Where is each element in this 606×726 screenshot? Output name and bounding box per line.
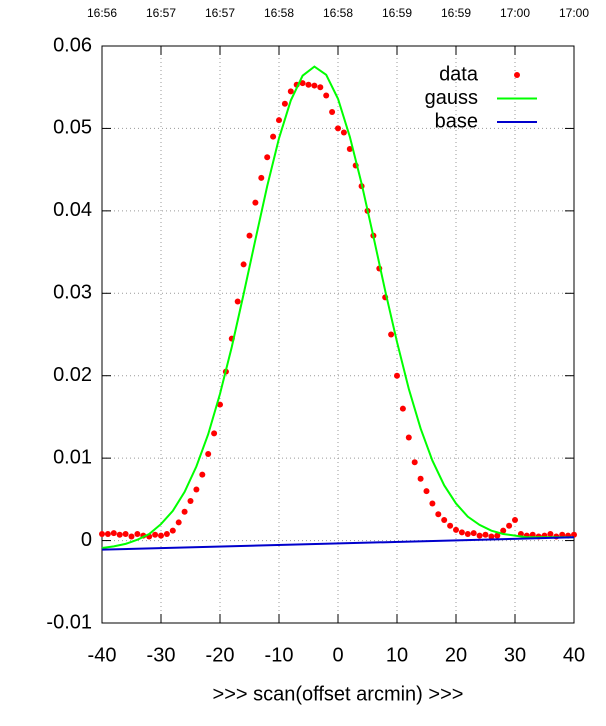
data-point (163, 530, 170, 537)
x2-tick-label: 17:00 (559, 6, 589, 20)
data-point (199, 471, 206, 478)
data-point (323, 92, 330, 99)
x-tick-label: 30 (504, 644, 526, 666)
data-point (99, 530, 105, 537)
y-tick-label: 0.04 (53, 199, 92, 221)
data-point (394, 372, 400, 379)
data-point (264, 154, 271, 161)
data-point (388, 331, 395, 338)
series-line (101, 65, 574, 549)
x-tick-label: 20 (445, 644, 467, 666)
data-point (500, 527, 507, 534)
data-point (299, 80, 306, 87)
x2-tick-label: 16:57 (205, 6, 235, 20)
data-point (258, 174, 265, 181)
data-point (211, 430, 218, 437)
data-point (205, 451, 212, 458)
data-point (470, 530, 477, 537)
data-point (152, 531, 159, 538)
data-point (104, 530, 111, 537)
x-tick-label: -20 (206, 644, 235, 666)
series-line (101, 536, 575, 551)
data-point (158, 532, 164, 539)
data-point (476, 532, 483, 539)
data-point (252, 199, 259, 206)
data-point (110, 530, 117, 537)
data-point (276, 117, 282, 124)
y-tick-label: 0.03 (53, 282, 92, 304)
data-point (281, 100, 288, 107)
x-tick-label: -40 (88, 644, 117, 666)
data-point (128, 533, 135, 540)
x2-tick-label: 17:00 (500, 6, 530, 20)
data-point (217, 401, 223, 408)
y-tick-label: 0.05 (53, 117, 92, 139)
y-tick-label: -0.01 (46, 611, 92, 633)
data-point (547, 530, 554, 537)
data-point (246, 232, 253, 239)
data-point (512, 516, 518, 523)
y-tick-label: 0.01 (53, 446, 92, 468)
data-point (181, 508, 188, 515)
data-point (482, 531, 489, 538)
data-point (187, 498, 194, 505)
data-point (317, 84, 324, 91)
data-point (240, 261, 247, 268)
data-point (441, 516, 448, 523)
data-point (458, 529, 465, 536)
x-tick-label: 0 (332, 644, 343, 666)
y-tick-label: 0.02 (53, 364, 92, 386)
data-point (175, 519, 182, 526)
data-point (488, 533, 495, 540)
x2-tick-label: 16:59 (441, 6, 471, 20)
data-point (417, 475, 424, 482)
data-point (305, 81, 312, 88)
x2-tick-label: 16:59 (382, 6, 412, 20)
data-point (429, 500, 436, 507)
data-point (116, 531, 123, 538)
data-point (453, 526, 459, 533)
x2-tick-label: 16:57 (146, 6, 176, 20)
data-point (169, 527, 176, 534)
data-point (234, 298, 241, 305)
data-point (494, 532, 501, 539)
x2-tick-label: 16:56 (87, 6, 117, 20)
data-point (447, 522, 454, 529)
x2-tick-label: 16:58 (264, 6, 294, 20)
data-point (270, 133, 277, 140)
x2-tick-label: 16:58 (323, 6, 353, 20)
legend-label: data (439, 63, 479, 85)
x-tick-label: -30 (147, 644, 176, 666)
legend-label: base (435, 110, 478, 132)
x-axis-label: >>> scan(offset arcmin) >>> (213, 683, 464, 705)
data-point (287, 88, 294, 95)
data-point (122, 530, 129, 537)
data-point (311, 82, 318, 89)
y-tick-label: 0 (81, 529, 92, 551)
data-point (405, 434, 412, 441)
x-tick-label: 10 (386, 644, 408, 666)
data-point (399, 405, 406, 412)
data-point (340, 129, 347, 136)
plot-frame (101, 45, 575, 624)
data-point (329, 108, 336, 115)
x-tick-label: -10 (265, 644, 294, 666)
data-point (346, 146, 353, 153)
x-tick-label: 40 (563, 644, 585, 666)
data-point (411, 459, 418, 466)
y-tick-label: 0.06 (53, 34, 92, 56)
data-point (134, 530, 141, 537)
legend-label: gauss (425, 87, 478, 109)
data-point (335, 125, 341, 132)
data-point (423, 488, 430, 495)
legend-marker (514, 72, 520, 78)
data-point (506, 522, 513, 529)
data-point (464, 530, 471, 537)
data-point (193, 486, 200, 493)
data-point (435, 511, 442, 518)
